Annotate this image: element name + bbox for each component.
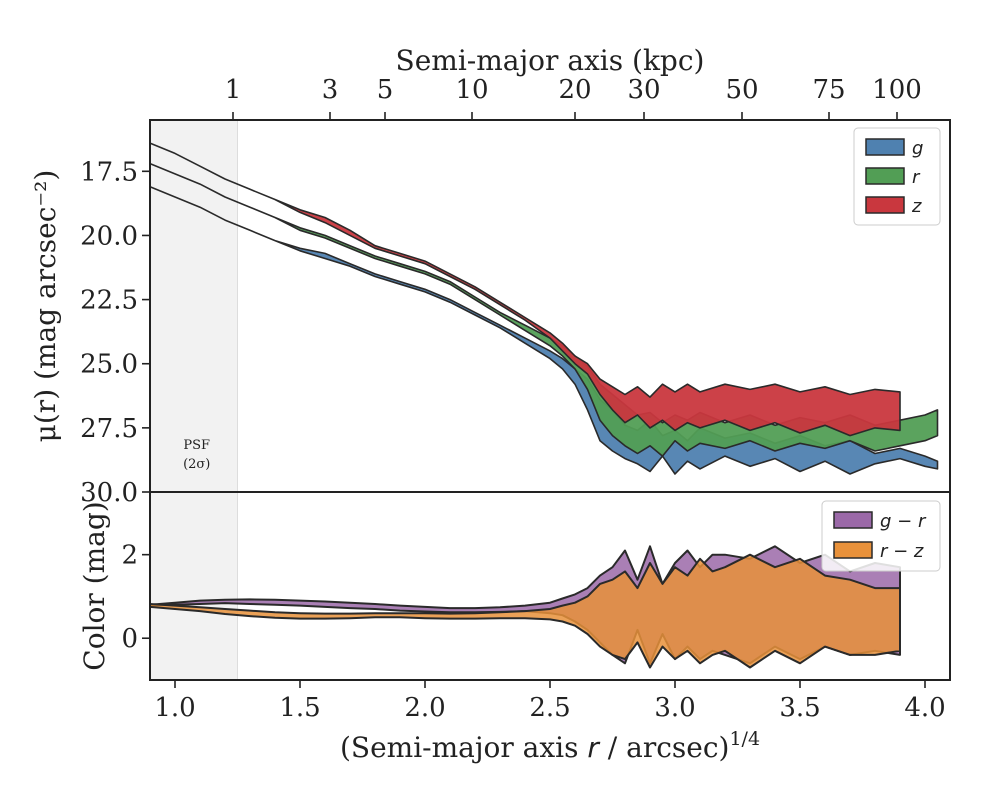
top-y-tick-label: 17.5 [80, 157, 138, 187]
top-y-tick-label: 22.5 [80, 286, 138, 316]
legend-label: z [911, 196, 922, 217]
color-panel: 02 1.0 1.5 2.0 2.5 3.0 3.5 4.0 Color (mag) (Se… [78, 491, 951, 764]
top-kpc-tick-label: 5 [377, 75, 394, 105]
psf-region [149, 119, 238, 493]
bottom-y-axis-ticks: 02 [121, 541, 150, 654]
top-y-axis-title: μ(r) (mag arcsec⁻²) [29, 170, 62, 443]
band-z [150, 142, 901, 437]
bottom-y-tick-label: 0 [121, 624, 138, 654]
surface-brightness-areas [150, 142, 939, 475]
bottom-x-axis-title: (Semi-major axis r / arcsec)1/4 [340, 728, 760, 764]
top-y-tick-label: 30.0 [80, 478, 138, 508]
top-legend: grz [853, 127, 941, 226]
top-y-tick-label: 27.5 [80, 414, 138, 444]
top-axis-title: Semi-major axis (kpc) [396, 44, 705, 77]
legend-label: g − r [880, 511, 927, 532]
top-kpc-tick-label: 1 [225, 75, 242, 105]
band-g [150, 185, 939, 475]
psf-label: PSF (2σ) [183, 438, 210, 472]
bottom-x-tick-label: 1.5 [279, 693, 320, 723]
legend-label: r [912, 167, 921, 188]
bottom-y-axis-title: Color (mag) [78, 501, 111, 670]
legend-swatch [833, 511, 873, 529]
top-kpc-tick-label: 20 [558, 75, 591, 105]
surface-brightness-panel: PSF (2σ) 17.5 20.0 22.5 25.0 27.5 30.0 1 3 5 10 2… [29, 44, 951, 508]
bottom-x-tick-label: 3.5 [779, 693, 820, 723]
bottom-y-tick-label: 2 [121, 541, 138, 571]
legend-label: r − z [880, 541, 924, 562]
psf-label-line2: (2σ) [183, 457, 210, 472]
legend-swatch [865, 196, 905, 214]
color-band-r-z [150, 553, 901, 669]
bottom-x-axis-ticks: 1.0 1.5 2.0 2.5 3.0 3.5 4.0 [154, 680, 946, 723]
bottom-x-tick-label: 2.0 [404, 693, 445, 723]
bottom-x-tick-label: 3.0 [654, 693, 695, 723]
top-y-tick-label: 20.0 [80, 221, 138, 251]
psf-region-color [149, 491, 238, 681]
top-kpc-tick-label: 75 [812, 75, 845, 105]
top-kpc-axis-ticks: 1 3 5 10 20 30 50 75 100 [225, 75, 922, 120]
legend-label: g [912, 138, 923, 159]
bottom-legend: g − r r − z [821, 500, 941, 572]
bottom-x-tick-label: 2.5 [529, 693, 570, 723]
top-kpc-tick-label: 50 [725, 75, 758, 105]
top-kpc-tick-label: 100 [872, 75, 922, 105]
bottom-x-tick-label: 1.0 [154, 693, 195, 723]
color-areas [150, 545, 901, 669]
top-kpc-tick-label: 30 [627, 75, 660, 105]
bottom-x-tick-label: 4.0 [904, 693, 945, 723]
top-kpc-tick-label: 10 [455, 75, 488, 105]
legend-swatch [865, 167, 905, 185]
psf-label-line1: PSF [183, 438, 210, 453]
legend-swatch [865, 138, 905, 156]
top-y-axis-ticks: 17.5 20.0 22.5 25.0 27.5 30.0 [80, 157, 150, 508]
top-kpc-tick-label: 3 [322, 75, 339, 105]
top-y-tick-label: 25.0 [80, 350, 138, 380]
legend-swatch [833, 541, 873, 559]
